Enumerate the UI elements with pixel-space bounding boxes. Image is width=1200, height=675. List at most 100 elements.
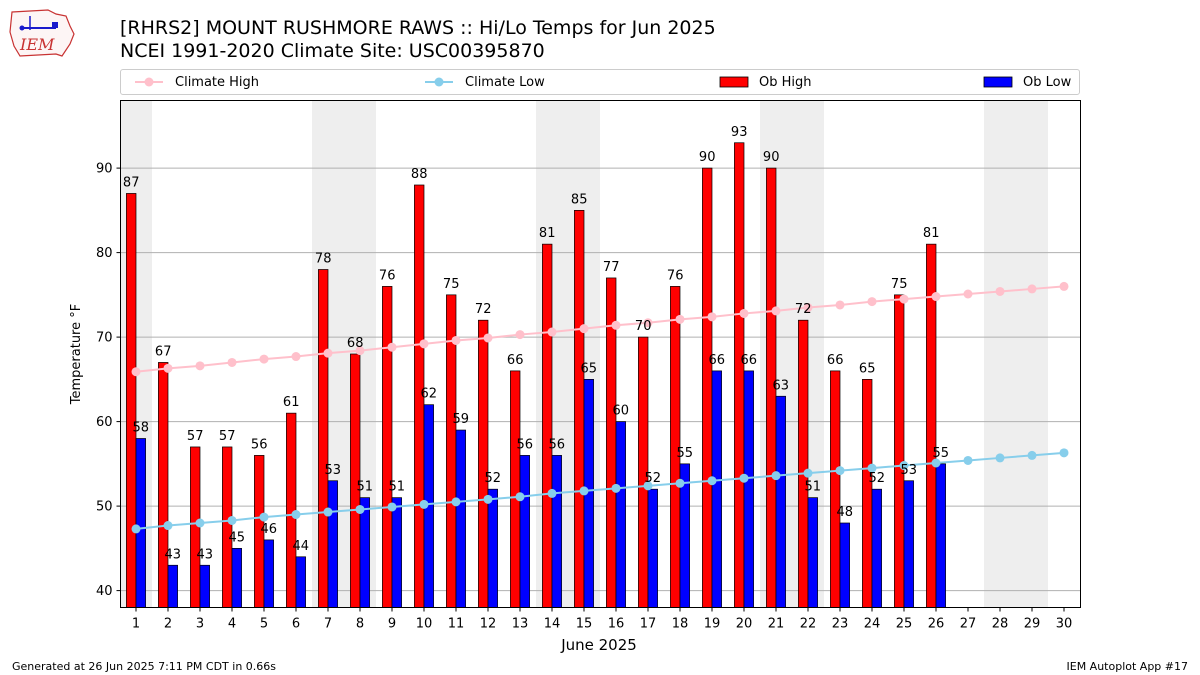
bar-ob-low-day-16	[615, 421, 626, 608]
point-climate-high-day-1	[131, 367, 141, 377]
data-label-ob-low-day-6: 44	[293, 539, 310, 554]
bar-ob-high-day-7	[318, 269, 329, 608]
data-label-ob-low-day-21: 63	[773, 378, 790, 393]
data-label-ob-low-day-1: 58	[133, 421, 150, 436]
y-tick-label-50: 50	[96, 500, 113, 515]
x-tick-label-18: 18	[672, 617, 689, 632]
data-label-ob-high-day-7: 78	[315, 252, 332, 267]
point-climate-high-day-9	[387, 342, 397, 352]
x-tick-label-1: 1	[132, 617, 140, 632]
point-climate-high-day-30	[1059, 281, 1069, 291]
x-tick-label-4: 4	[228, 617, 236, 632]
point-climate-low-day-8	[355, 504, 365, 514]
bar-ob-high-day-19	[702, 167, 713, 608]
bar-ob-low-day-25	[903, 480, 914, 608]
point-climate-low-day-26	[931, 458, 941, 468]
x-tick-label-11: 11	[448, 617, 465, 632]
point-climate-low-day-5	[259, 512, 269, 522]
x-tick-label-13: 13	[512, 617, 529, 632]
x-tick-label-22: 22	[800, 617, 817, 632]
point-climate-high-day-13	[515, 330, 525, 340]
point-climate-high-day-28	[995, 286, 1005, 296]
data-label-ob-low-day-18: 55	[677, 446, 694, 461]
point-climate-low-day-25	[899, 461, 909, 471]
point-climate-low-day-15	[579, 486, 589, 496]
data-label-ob-high-day-3: 57	[187, 429, 204, 444]
point-climate-high-day-24	[867, 297, 877, 307]
legend-climate-low: Climate Low	[423, 70, 545, 94]
data-label-ob-low-day-4: 45	[229, 530, 246, 545]
point-climate-low-day-14	[547, 488, 557, 498]
x-tick-label-9: 9	[388, 617, 396, 632]
data-label-ob-low-day-15: 65	[581, 361, 598, 376]
bar-ob-low-day-11	[455, 429, 466, 608]
point-climate-high-day-27	[963, 289, 973, 299]
point-climate-high-day-7	[323, 348, 333, 358]
data-label-ob-low-day-11: 59	[453, 412, 470, 427]
y-tick-label-90: 90	[96, 162, 113, 177]
bar-ob-high-day-23	[830, 370, 841, 608]
gridlines	[120, 167, 1081, 592]
climate-lines	[131, 281, 1069, 534]
footer-app: IEM Autoplot App #17	[1066, 660, 1189, 673]
point-climate-high-day-10	[419, 339, 429, 349]
bar-ob-low-day-5	[263, 539, 274, 608]
data-label-ob-high-day-26: 81	[923, 226, 940, 241]
x-tick-label-6: 6	[292, 617, 300, 632]
point-climate-high-day-20	[739, 308, 749, 318]
data-label-ob-high-day-18: 76	[667, 268, 684, 283]
point-climate-low-day-23	[835, 466, 845, 476]
bar-ob-low-day-14	[551, 455, 562, 608]
data-label-ob-high-day-11: 75	[443, 277, 460, 292]
x-tick-label-24: 24	[864, 617, 881, 632]
point-climate-high-day-14	[547, 327, 557, 337]
bar-ob-low-day-2	[167, 564, 178, 608]
point-climate-low-day-28	[995, 453, 1005, 463]
line-climate-low	[135, 451, 1065, 530]
bar-ob-low-day-19	[711, 370, 722, 608]
point-climate-low-day-1	[131, 524, 141, 534]
data-label-ob-low-day-10: 62	[421, 387, 438, 402]
point-climate-low-day-13	[515, 492, 525, 502]
data-labels: 87 67 57 57 56 61 78 68 76 88 75 72 66 81 85 77 70 76 90 93…	[123, 125, 949, 563]
data-label-ob-high-day-25: 75	[891, 277, 908, 292]
point-climate-low-day-24	[867, 463, 877, 473]
point-climate-high-day-11	[451, 335, 461, 345]
x-axis-label: June 2025	[560, 636, 637, 654]
x-tick-label-17: 17	[640, 617, 657, 632]
bar-ob-high-day-4	[222, 446, 233, 608]
data-label-ob-high-day-19: 90	[699, 150, 716, 165]
point-climate-low-day-29	[1027, 450, 1037, 460]
legend: Climate High Climate Low Ob High Ob Low	[120, 69, 1080, 95]
bar-ob-low-day-8	[359, 497, 370, 608]
point-climate-low-day-6	[291, 510, 301, 520]
data-label-ob-high-day-16: 77	[603, 260, 620, 275]
plot-frame	[120, 100, 1081, 608]
bar-ob-high-day-14	[542, 243, 553, 608]
data-label-ob-low-day-7: 53	[325, 463, 342, 478]
point-climate-low-day-12	[483, 494, 493, 504]
bar-ob-low-day-23	[839, 522, 850, 608]
point-climate-low-day-21	[771, 471, 781, 481]
y-tick-label-80: 80	[96, 246, 113, 261]
point-climate-low-day-22	[803, 468, 813, 478]
point-climate-high-day-29	[1027, 284, 1037, 294]
data-label-ob-high-day-21: 90	[763, 150, 780, 165]
legend-ob-high: Ob High	[719, 70, 812, 94]
data-label-ob-low-day-20: 66	[741, 353, 758, 368]
point-climate-low-day-3	[195, 518, 205, 528]
x-tick-label-21: 21	[768, 617, 785, 632]
point-climate-low-day-30	[1059, 448, 1069, 458]
line-climate-high	[135, 285, 1065, 373]
data-label-ob-high-day-24: 65	[859, 361, 876, 376]
bar-ob-high-day-22	[798, 319, 809, 608]
y-tick-label-40: 40	[96, 584, 113, 599]
data-label-ob-low-day-3: 43	[197, 547, 214, 562]
data-label-ob-high-day-17: 70	[635, 319, 652, 334]
y-tick-label-70: 70	[96, 331, 113, 346]
bar-ob-low-day-1	[135, 438, 146, 608]
bar-ob-high-day-24	[862, 379, 873, 608]
point-climate-low-day-17	[643, 481, 653, 491]
